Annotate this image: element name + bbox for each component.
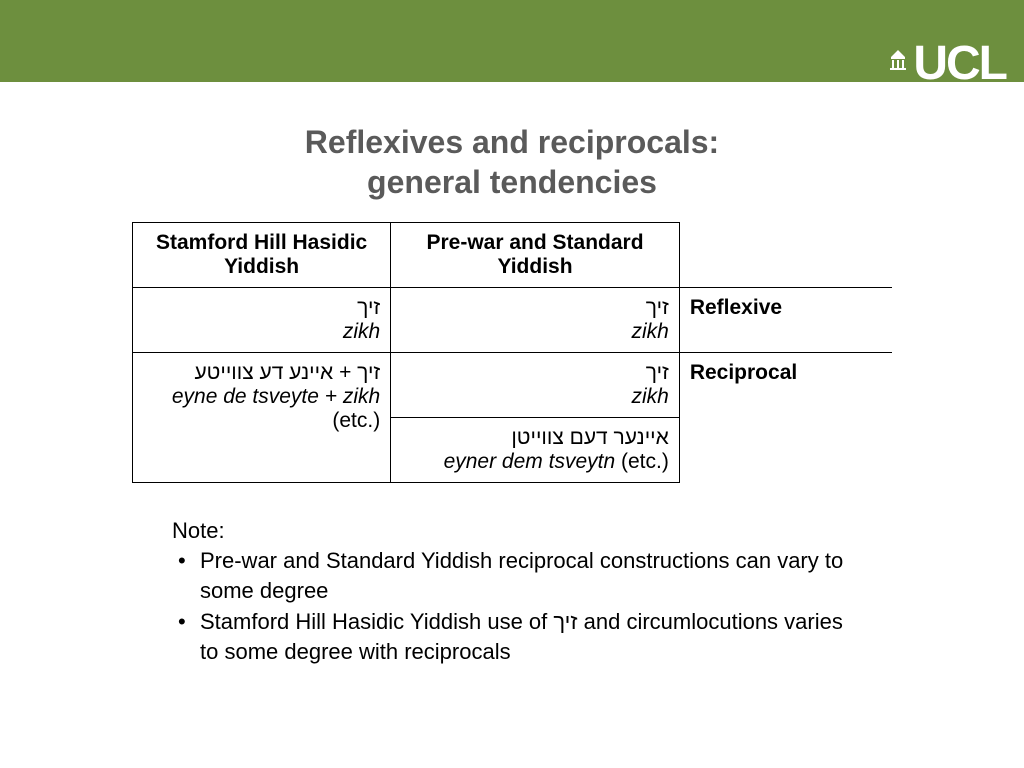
reciprocal-label: Reciprocal xyxy=(679,353,892,483)
reciprocal-col2a-hebrew: זיך xyxy=(401,361,669,385)
slide-title: Reflexives and reciprocals: general tend… xyxy=(0,122,1024,202)
reciprocal-col2b: איינער דעם צווייטן eyner dem tsveytn (et… xyxy=(391,418,680,483)
notes-heading: Note: xyxy=(172,518,852,544)
reflexive-col1-translit: zikh xyxy=(143,320,380,344)
reciprocal-col2b-hebrew: איינער דעם צווייטן xyxy=(401,426,669,450)
reciprocal-col1: זיך + איינע דע צווייטע eyne de tsveyte +… xyxy=(133,353,391,483)
reflexive-col2-translit: zikh xyxy=(401,320,669,344)
comparison-table: Stamford Hill Hasidic Yiddish Pre-war an… xyxy=(132,222,892,483)
title-line-2: general tendencies xyxy=(367,164,657,200)
notes-section: Note: Pre-war and Standard Yiddish recip… xyxy=(172,518,852,667)
reciprocal-col1-hebrew: זיך + איינע דע צווייטע xyxy=(143,361,380,385)
reflexive-col2: זיך zikh xyxy=(391,288,680,353)
ucl-logo-text: UCL xyxy=(913,40,1006,88)
reciprocal-col2a-translit: zikh xyxy=(401,385,669,409)
reciprocal-col2a: זיך zikh xyxy=(391,353,680,418)
reflexive-label: Reflexive xyxy=(679,288,892,353)
ucl-logo: UCL xyxy=(889,40,1006,88)
ucl-dome-icon xyxy=(889,50,907,70)
reflexive-col2-hebrew: זיך xyxy=(401,296,669,320)
title-line-1: Reflexives and reciprocals: xyxy=(305,124,719,160)
col1-header: Stamford Hill Hasidic Yiddish xyxy=(133,223,391,288)
note-item: Stamford Hill Hasidic Yiddish use of זיך… xyxy=(172,607,852,666)
note-item: Pre-war and Standard Yiddish reciprocal … xyxy=(172,546,852,605)
col2-header: Pre-war and Standard Yiddish xyxy=(391,223,680,288)
reciprocal-col1-etc: (etc.) xyxy=(143,409,380,433)
reciprocal-col2b-translit: eyner dem tsveytn (etc.) xyxy=(401,450,669,474)
reflexive-col1: זיך zikh xyxy=(133,288,391,353)
reciprocal-col1-translit: eyne de tsveyte + zikh xyxy=(143,385,380,409)
header-bar: UCL xyxy=(0,0,1024,82)
empty-corner xyxy=(679,223,892,288)
notes-list: Pre-war and Standard Yiddish reciprocal … xyxy=(172,546,852,667)
reflexive-col1-hebrew: זיך xyxy=(143,296,380,320)
